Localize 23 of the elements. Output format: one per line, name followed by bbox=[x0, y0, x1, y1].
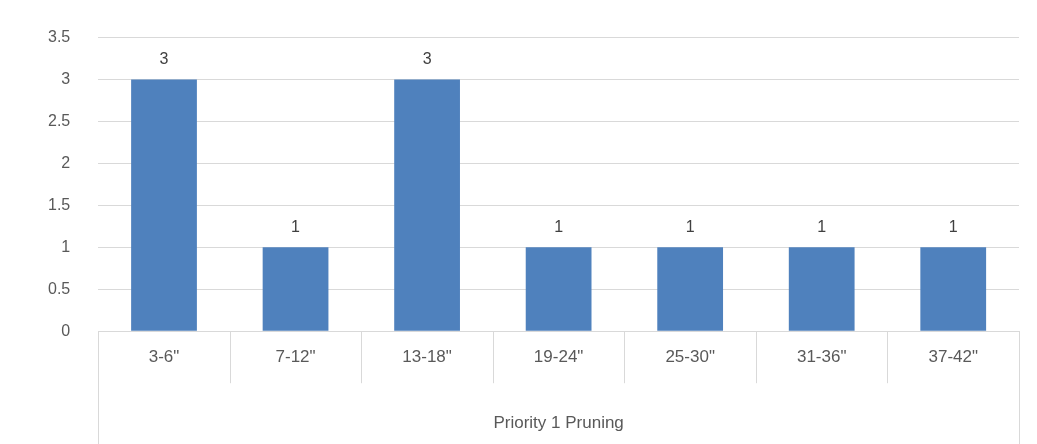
data-label: 1 bbox=[291, 217, 301, 235]
x-tick-label: 13-18" bbox=[402, 347, 452, 367]
data-label: 3 bbox=[159, 49, 169, 67]
y-tick-label: 1.5 bbox=[47, 195, 71, 213]
data-label: 1 bbox=[554, 217, 564, 235]
y-tick-label: 0.5 bbox=[47, 279, 71, 297]
x-tick-label: 25-30" bbox=[665, 347, 715, 367]
x-tick-label: 37-42" bbox=[928, 347, 978, 367]
y-tick-label: 1 bbox=[61, 237, 71, 255]
x-tick-label: 7-12" bbox=[275, 347, 316, 367]
data-label: 1 bbox=[817, 217, 827, 235]
y-tick-label: 0 bbox=[61, 321, 71, 339]
data-label: 3 bbox=[422, 49, 432, 67]
y-tick-label: 3.5 bbox=[47, 28, 71, 46]
y-tick-label: 2.5 bbox=[47, 111, 71, 129]
data-label: 1 bbox=[948, 217, 958, 235]
data-label: 1 bbox=[685, 217, 695, 235]
x-axis-title: Priority 1 Pruning bbox=[493, 413, 624, 433]
y-tick-label: 2 bbox=[61, 153, 71, 171]
x-tick-label: 19-24" bbox=[533, 347, 584, 367]
x-tick-label: 31-36" bbox=[796, 347, 847, 367]
y-tick-label: 3 bbox=[61, 69, 71, 87]
x-tick-label: 3-6" bbox=[148, 347, 180, 367]
